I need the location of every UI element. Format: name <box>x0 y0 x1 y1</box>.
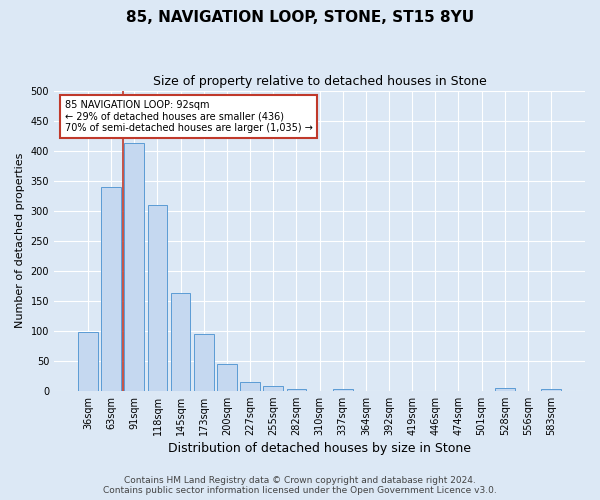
Text: 85, NAVIGATION LOOP, STONE, ST15 8YU: 85, NAVIGATION LOOP, STONE, ST15 8YU <box>126 10 474 25</box>
Bar <box>171 293 190 390</box>
Bar <box>287 389 306 390</box>
Title: Size of property relative to detached houses in Stone: Size of property relative to detached ho… <box>152 75 487 88</box>
Bar <box>78 332 98 390</box>
Bar <box>124 144 144 390</box>
Bar <box>148 204 167 390</box>
Bar <box>541 389 561 390</box>
Bar <box>194 334 214 390</box>
Bar <box>495 388 515 390</box>
Text: 85 NAVIGATION LOOP: 92sqm
← 29% of detached houses are smaller (436)
70% of semi: 85 NAVIGATION LOOP: 92sqm ← 29% of detac… <box>65 100 313 133</box>
Bar <box>217 364 237 390</box>
Text: Contains HM Land Registry data © Crown copyright and database right 2024.
Contai: Contains HM Land Registry data © Crown c… <box>103 476 497 495</box>
Y-axis label: Number of detached properties: Number of detached properties <box>15 153 25 328</box>
Bar <box>240 382 260 390</box>
X-axis label: Distribution of detached houses by size in Stone: Distribution of detached houses by size … <box>168 442 471 455</box>
Bar <box>263 386 283 390</box>
Bar <box>101 186 121 390</box>
